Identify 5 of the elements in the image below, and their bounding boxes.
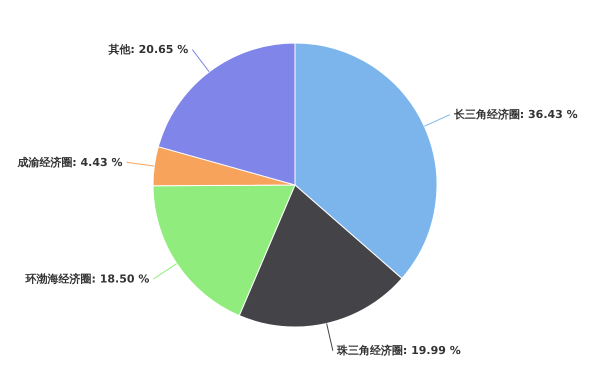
slice-label: 珠三角经济圈: 19.99 % — [336, 344, 461, 358]
slice-label: 其他: 20.65 % — [107, 43, 188, 56]
slice-label: 环渤海经济圈: 18.50 % — [24, 272, 150, 286]
slice-label: 长三角经济圈: 36.43 % — [452, 108, 578, 122]
slice-label: 成渝经济圈: 4.43 % — [16, 156, 123, 169]
